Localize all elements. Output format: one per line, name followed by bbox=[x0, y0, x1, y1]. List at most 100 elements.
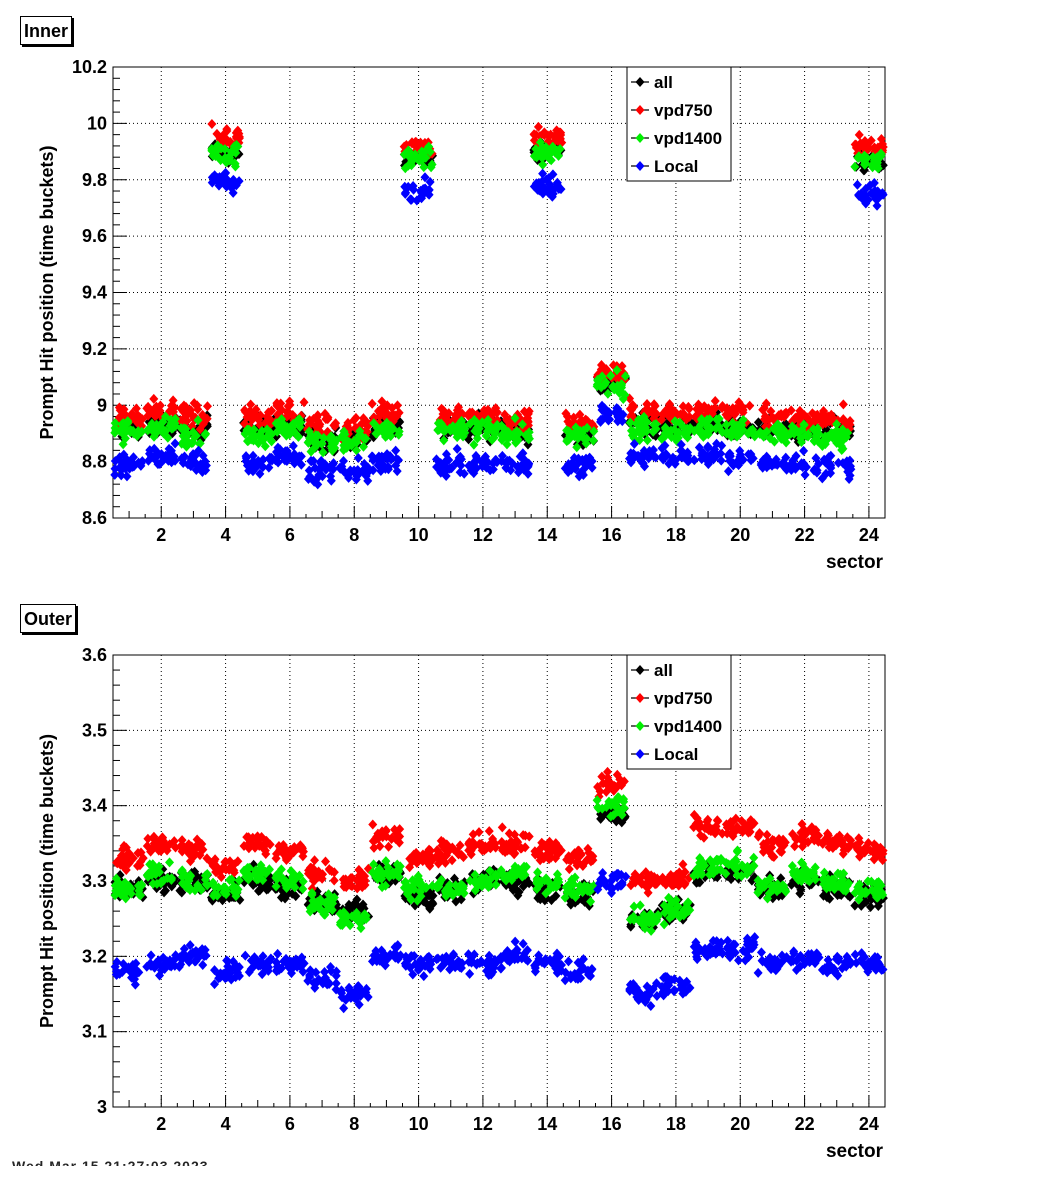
data-point bbox=[190, 869, 200, 880]
data-point bbox=[604, 796, 614, 807]
data-point bbox=[163, 455, 173, 466]
data-point bbox=[793, 874, 803, 885]
data-point bbox=[373, 872, 383, 883]
data-point bbox=[433, 953, 443, 964]
data-point bbox=[291, 954, 301, 965]
data-point bbox=[148, 452, 158, 463]
data-point bbox=[367, 398, 377, 409]
data-point bbox=[439, 435, 449, 446]
data-point bbox=[625, 914, 635, 925]
data-point bbox=[423, 890, 433, 901]
data-point bbox=[136, 460, 146, 471]
data-point bbox=[198, 960, 208, 971]
data-point bbox=[871, 159, 881, 170]
data-point bbox=[575, 880, 585, 891]
data-point bbox=[149, 868, 159, 879]
x-tick-label: 6 bbox=[285, 1114, 295, 1134]
data-point bbox=[416, 185, 426, 196]
data-point bbox=[248, 879, 258, 890]
data-point bbox=[738, 860, 748, 871]
data-point bbox=[678, 906, 688, 917]
data-point bbox=[682, 423, 692, 434]
data-point bbox=[263, 431, 273, 442]
data-point bbox=[352, 907, 362, 918]
data-point bbox=[818, 874, 828, 885]
data-point bbox=[254, 957, 264, 968]
data-point bbox=[798, 859, 808, 870]
data-point bbox=[272, 426, 282, 437]
data-point bbox=[866, 845, 876, 856]
data-point bbox=[660, 440, 670, 451]
data-point bbox=[116, 470, 126, 481]
data-point bbox=[506, 881, 516, 892]
data-point bbox=[314, 974, 324, 985]
data-point bbox=[667, 404, 677, 415]
data-point bbox=[463, 949, 473, 960]
data-point bbox=[325, 893, 335, 904]
data-point bbox=[534, 880, 544, 891]
data-point bbox=[119, 880, 129, 891]
data-point bbox=[642, 877, 652, 888]
data-point bbox=[761, 398, 771, 409]
data-point bbox=[589, 426, 599, 437]
data-point bbox=[296, 459, 306, 470]
data-point bbox=[480, 841, 490, 852]
data-point bbox=[191, 956, 201, 967]
data-point bbox=[226, 182, 236, 193]
data-point bbox=[298, 851, 308, 862]
data-point bbox=[178, 458, 188, 469]
data-point bbox=[639, 916, 649, 927]
data-point bbox=[787, 462, 797, 473]
data-point bbox=[119, 422, 129, 433]
data-point bbox=[282, 449, 292, 460]
data-point bbox=[419, 162, 429, 173]
data-point bbox=[196, 884, 206, 895]
data-point bbox=[707, 453, 717, 464]
data-point bbox=[346, 873, 356, 884]
y-tick-label: 8.8 bbox=[82, 452, 107, 472]
data-point bbox=[501, 839, 511, 850]
data-point bbox=[405, 884, 415, 895]
data-point bbox=[863, 194, 873, 205]
data-point bbox=[234, 875, 244, 886]
data-point bbox=[811, 825, 821, 836]
data-point bbox=[177, 835, 187, 846]
data-point bbox=[451, 458, 461, 469]
data-point bbox=[428, 898, 438, 909]
data-point bbox=[502, 439, 512, 450]
data-point bbox=[819, 406, 829, 417]
data-point bbox=[310, 978, 320, 989]
x-axis-label: sector bbox=[826, 552, 884, 573]
data-point bbox=[485, 954, 495, 965]
data-point bbox=[749, 872, 759, 883]
data-point bbox=[325, 462, 335, 473]
data-point bbox=[358, 901, 368, 912]
x-tick-label: 14 bbox=[537, 1114, 557, 1134]
data-point bbox=[224, 971, 234, 982]
data-point bbox=[400, 877, 410, 888]
data-point bbox=[438, 405, 448, 416]
series-Local bbox=[110, 167, 888, 490]
data-point bbox=[380, 405, 390, 416]
data-point bbox=[113, 886, 123, 897]
data-point bbox=[182, 436, 192, 447]
data-point bbox=[250, 406, 260, 417]
data-point bbox=[745, 400, 755, 411]
data-point bbox=[372, 428, 382, 439]
data-point bbox=[249, 464, 259, 475]
y-tick-label: 3.6 bbox=[82, 645, 107, 665]
data-point bbox=[539, 127, 549, 138]
data-point bbox=[737, 870, 747, 881]
data-point bbox=[634, 451, 644, 462]
data-point bbox=[649, 399, 659, 410]
data-point bbox=[322, 905, 332, 916]
data-point bbox=[808, 424, 818, 435]
data-point bbox=[207, 172, 217, 183]
data-point bbox=[710, 396, 720, 407]
data-point bbox=[447, 855, 457, 866]
data-point bbox=[698, 857, 708, 868]
data-point bbox=[425, 177, 435, 188]
data-point bbox=[754, 879, 764, 890]
data-point bbox=[721, 819, 731, 830]
data-point bbox=[486, 969, 496, 980]
